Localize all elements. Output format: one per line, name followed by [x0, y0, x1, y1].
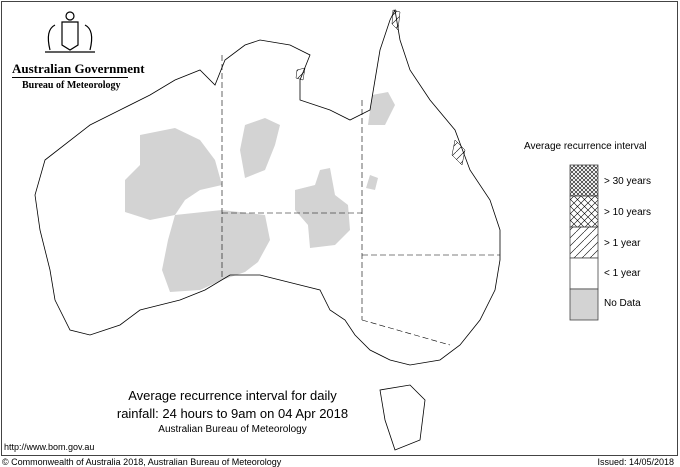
legend-label: > 10 years — [604, 207, 651, 218]
legend-swatches — [569, 164, 599, 321]
legend-label: > 30 years — [604, 176, 651, 187]
no-data-regions — [125, 92, 395, 292]
state-borders — [221, 55, 500, 346]
logo-divider — [12, 77, 128, 78]
copyright-notice: © Commonwealth of Australia 2018, Austra… — [2, 457, 282, 467]
bureau-name: Bureau of Meteorology — [22, 80, 121, 91]
map-title-line1: Average recurrence interval for daily — [128, 388, 337, 403]
map-frame — [1, 1, 678, 456]
issued-date: Issued: 14/05/2018 — [597, 457, 674, 467]
coat-of-arms-logo — [45, 11, 95, 53]
legend-label: < 1 year — [604, 268, 641, 279]
tasmania-coastline — [379, 384, 426, 451]
legend-title: Average recurrence interval — [524, 141, 647, 152]
map-title-line2: rainfall: 24 hours to 9am on 04 Apr 2018 — [116, 406, 349, 421]
map-title-line3: Australian Bureau of Meteorology — [158, 424, 307, 435]
hatched-regions — [295, 9, 466, 166]
legend-label: No Data — [604, 298, 641, 309]
legend-label: > 1 year — [604, 238, 641, 249]
website-link[interactable]: http://www.bom.gov.au — [4, 442, 95, 452]
government-name: Australian Government — [12, 61, 145, 76]
mainland-coastline — [34, 8, 501, 366]
